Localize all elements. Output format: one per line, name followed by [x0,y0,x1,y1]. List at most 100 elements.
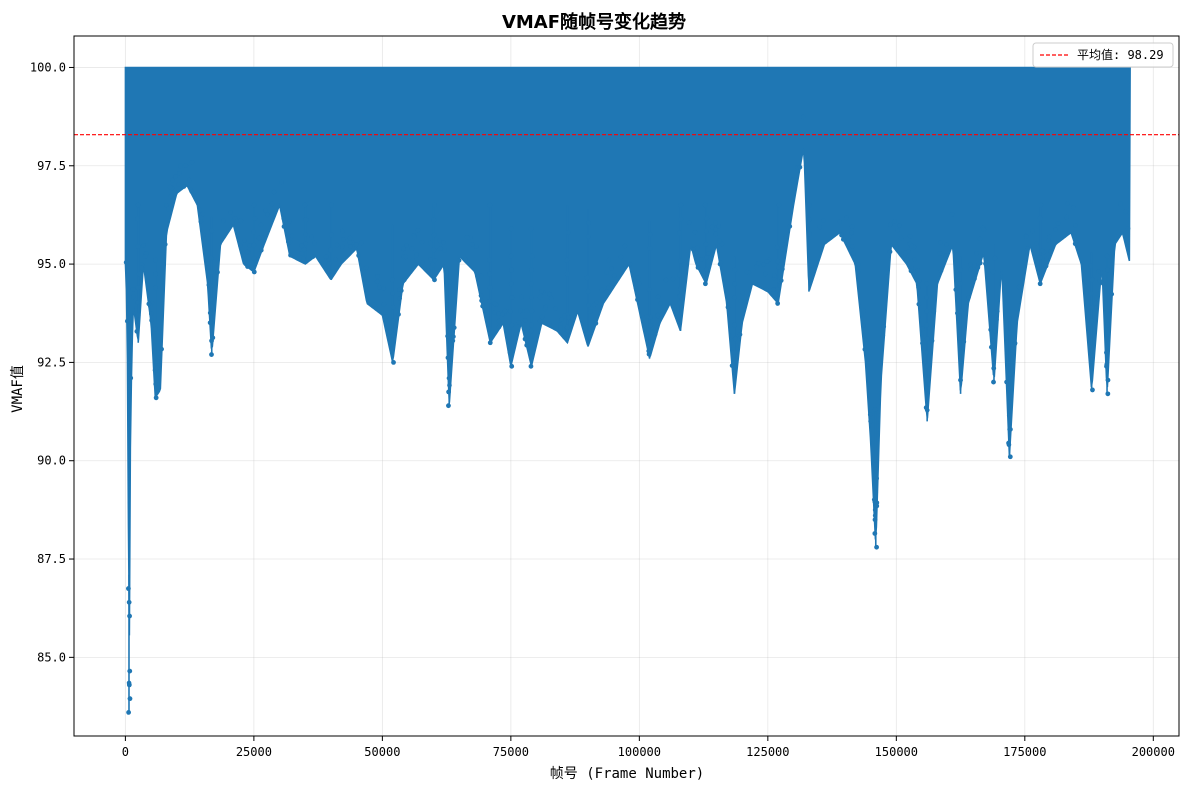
vmaf-point [924,281,930,287]
vmaf-point [513,332,518,337]
vmaf-point [924,336,930,342]
vmaf-point [509,295,515,300]
vmaf-point [244,249,250,255]
vmaf-point [884,274,890,280]
vmaf-point [604,270,609,276]
vmaf-point [529,295,534,300]
vmaf-point [868,418,873,424]
vmaf-point [915,268,920,273]
vmaf-point [228,209,233,215]
chart-title: VMAF随帧号变化趋势 [502,11,686,33]
vmaf-point [490,330,496,336]
vmaf-point [1065,201,1070,206]
vmaf-point [776,202,782,208]
vmaf-point [783,234,789,239]
vmaf-point [972,262,977,268]
vmaf-point [713,220,718,226]
vmaf-point [605,285,611,291]
vmaf-point [201,232,207,237]
vmaf-point [704,255,709,260]
vmaf-point [1123,209,1129,215]
vmaf-point [686,220,692,225]
vmaf-point [1037,281,1043,287]
vmaf-point [953,287,959,292]
vmaf-point [410,258,416,263]
vmaf-point [1089,277,1095,283]
vmaf-point [124,318,130,324]
vmaf-point [420,260,425,265]
y-tick-label: 92.5 [37,355,66,369]
vmaf-point [880,333,886,338]
vmaf-point [142,254,148,259]
vmaf-point [731,295,737,300]
vmaf-point [238,243,243,248]
vmaf-point [887,249,893,255]
vmaf-point [234,218,240,224]
vmaf-point [761,262,766,267]
vmaf-point [1073,223,1078,228]
vmaf-point [861,323,866,328]
vmaf-point [281,216,286,221]
vmaf-point [189,189,195,194]
vmaf-point [846,237,851,243]
vmaf-point [130,287,136,292]
vmaf-point [872,513,878,518]
vmaf-point [1094,295,1099,301]
vmaf-point [496,318,502,324]
vmaf-point [341,237,346,242]
vmaf-point [310,254,316,259]
y-axis: 85.0 87.5 90.0 92.5 95.0 97.5 100.0 [30,60,74,664]
vmaf-point [149,318,154,323]
vmaf-point [430,262,436,268]
vmaf-point [553,306,558,311]
vmaf-point [135,312,141,318]
vmaf-point [303,217,309,223]
vmaf-point [862,347,868,352]
vmaf-point [776,264,781,270]
vmaf-point [855,269,861,275]
vmaf-point [1025,246,1031,251]
vmaf-point [1100,281,1106,286]
vmaf-point [564,324,570,330]
y-tick-label: 100.0 [30,60,66,74]
vmaf-point [991,379,996,385]
vmaf-point [981,227,987,232]
vmaf-point [323,254,329,259]
vmaf-point [772,272,777,278]
vmaf-point [183,163,189,169]
vmaf-point [178,163,183,169]
vmaf-point [141,243,147,248]
vmaf-point [695,245,700,251]
vmaf-point [251,256,257,261]
vmaf-point [221,218,226,224]
vmaf-point [958,377,963,383]
vmaf-point [1034,241,1039,247]
vmaf-point [677,272,682,278]
vmaf-point [128,375,134,381]
vmaf-point [775,286,780,292]
vmaf-point [558,322,563,327]
vmaf-point [328,232,334,238]
vmaf-point [703,242,709,247]
vmaf-point [359,240,364,246]
vmaf-point [153,271,158,277]
vmaf-point [446,403,451,409]
y-tick-label: 97.5 [37,159,66,173]
vmaf-point [861,308,867,314]
vmaf-point [209,352,214,357]
vmaf-point [955,310,960,316]
vmaf-point [774,244,780,250]
vmaf-point [1105,377,1111,383]
vmaf-point [606,257,612,263]
vmaf-point [849,244,855,249]
vmaf-point [446,348,452,354]
vmaf-point [389,277,395,283]
vmaf-point [229,219,235,225]
vmaf-point [456,258,462,263]
vmaf-point [652,331,658,337]
vmaf-point [888,222,893,228]
vmaf-point [135,202,141,208]
vmaf-point [647,245,653,251]
vmaf-point [450,338,456,344]
vmaf-point [775,258,781,264]
